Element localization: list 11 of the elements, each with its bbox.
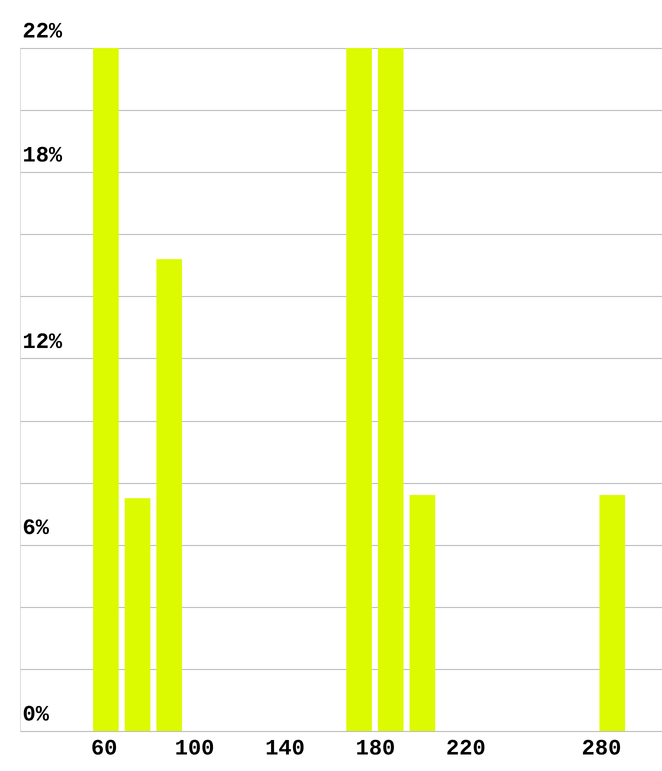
y-tick-label: 6% [22,516,50,542]
x-tick-label: 100 [174,736,214,762]
y-tick-label: 22% [22,20,63,44]
y-tick-label: 12% [22,330,63,355]
x-tick-label: 280 [582,736,622,762]
x-tick-label: 60 [90,736,118,762]
y-tick-label: 18% [22,144,63,169]
x-tick-label: 140 [265,736,305,762]
x-tick-label: 220 [446,736,486,762]
y-tick-label: 0% [22,702,50,728]
x-tick-label: 180 [356,736,396,762]
